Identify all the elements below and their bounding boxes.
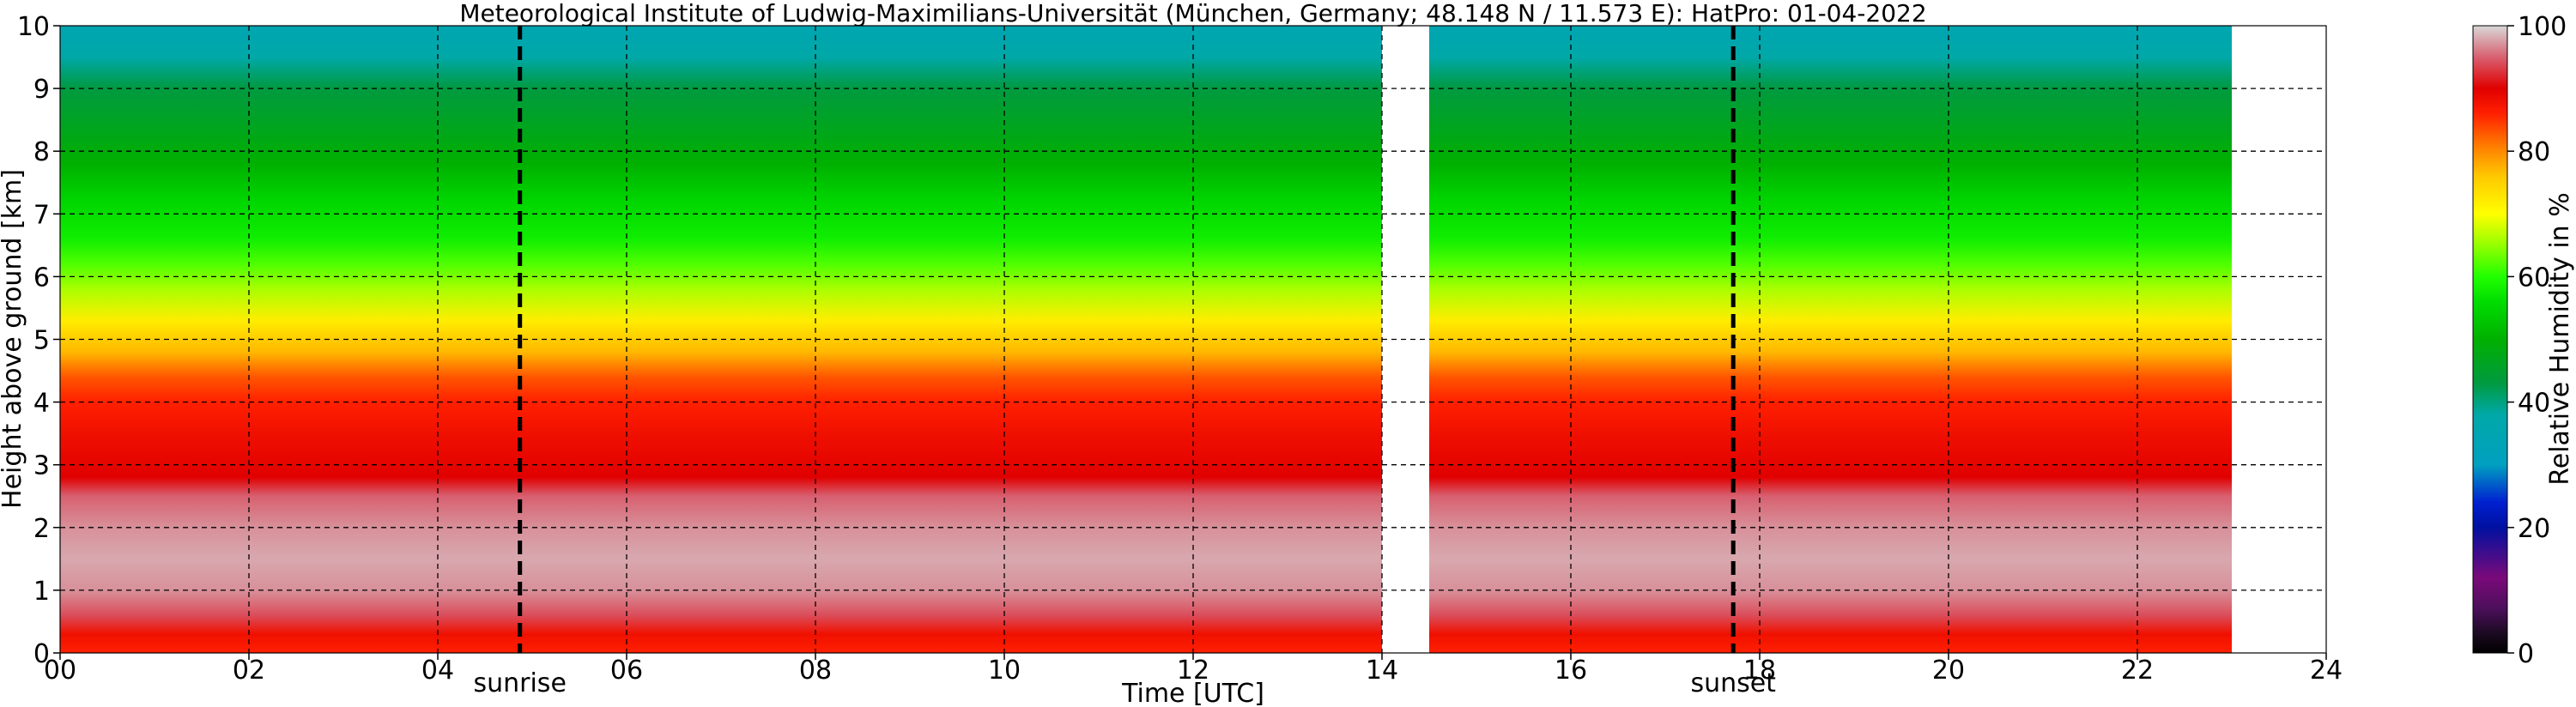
- colorbar-tick-label: 0: [2518, 639, 2534, 669]
- colorbar-scale: [2472, 25, 2508, 654]
- colorbar-tick-label: 60: [2518, 263, 2550, 293]
- colorbar-tick-label: 80: [2518, 137, 2550, 167]
- sunrise-label: sunrise: [473, 668, 566, 698]
- sunset-label: sunset: [1690, 668, 1776, 698]
- colorbar: 0 20 40 60 80 100 Relative Humidity in %: [2472, 12, 2575, 669]
- x-tick-label: 18: [1743, 656, 1776, 686]
- x-tick-label: 24: [2310, 656, 2343, 686]
- y-tick-label: 10: [17, 12, 50, 42]
- y-tick-label: 9: [33, 75, 50, 105]
- y-tick-label: 0: [33, 639, 50, 669]
- colorbar-tick-label: 100: [2518, 12, 2567, 42]
- colorbar-tick-label: 20: [2518, 514, 2550, 544]
- y-tick-label: 7: [33, 200, 50, 230]
- x-tick-label: 12: [1177, 656, 1209, 686]
- x-tick-label: 22: [2121, 656, 2154, 686]
- y-tick-label: 3: [33, 451, 50, 481]
- y-axis-label: Height above ground [km]: [0, 169, 27, 509]
- y-tick-label: 1: [33, 577, 50, 607]
- x-tick-label: 16: [1555, 656, 1587, 686]
- x-axis-label: Time [UTC]: [1121, 679, 1264, 707]
- x-tick-label: 02: [233, 656, 265, 686]
- x-tick-label: 10: [988, 656, 1021, 686]
- x-tick-label: 14: [1366, 656, 1398, 686]
- y-tick-label: 8: [33, 137, 50, 167]
- x-tick-label: 08: [799, 656, 832, 686]
- x-tick-label: 20: [1932, 656, 1965, 686]
- x-tick-label: 00: [44, 656, 76, 686]
- colorbar-label: Relative Humidity in %: [2545, 192, 2575, 485]
- x-tick-label: 04: [421, 656, 454, 686]
- colorbar-tick-label: 40: [2518, 389, 2550, 419]
- x-tick-label: 06: [610, 656, 643, 686]
- y-tick-label: 4: [33, 389, 50, 419]
- y-tick-label: 5: [33, 326, 50, 356]
- chart-title: Meteorological Institute of Ludwig-Maxim…: [459, 0, 1926, 27]
- y-tick-label: 6: [33, 263, 50, 293]
- y-tick-label: 2: [33, 514, 50, 544]
